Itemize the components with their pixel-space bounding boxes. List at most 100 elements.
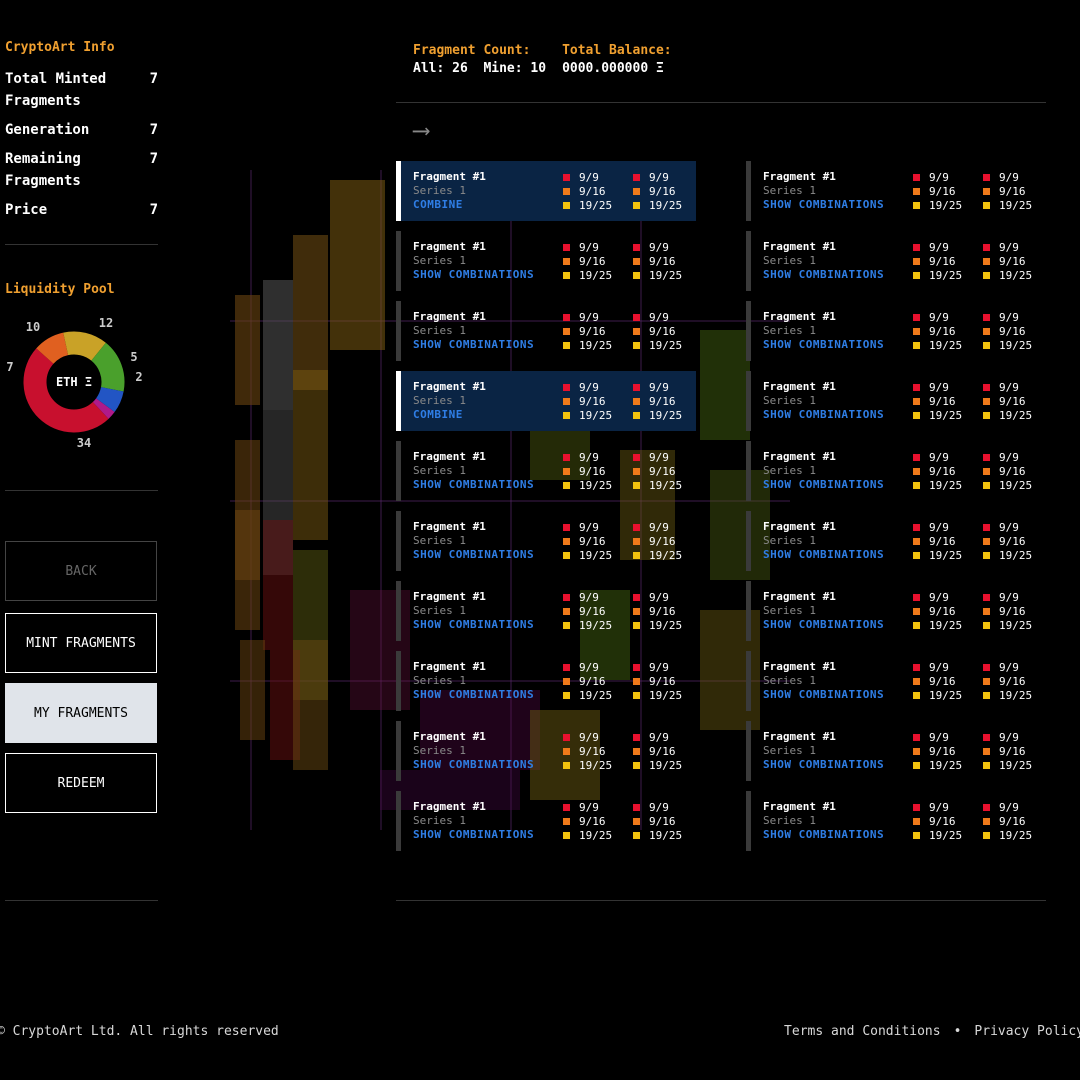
show-combinations-link[interactable]: SHOW COMBINATIONS xyxy=(413,268,535,281)
fragment-card[interactable]: Fragment #1 Series 1 SHOW COMBINATIONS 9/9 9… xyxy=(746,721,1046,781)
fragment-card[interactable]: Fragment #1 Series 1 COMBINE 9/9 9/16 19/25 9/… xyxy=(396,161,696,221)
fragment-card[interactable]: Fragment #1 Series 1 SHOW COMBINATIONS 9/9 9… xyxy=(746,581,1046,641)
pool-title: Liquidity Pool xyxy=(5,282,115,297)
orange-square-icon xyxy=(563,397,570,405)
show-combinations-link[interactable]: SHOW COMBINATIONS xyxy=(763,478,885,491)
fragment-name: Fragment #1 xyxy=(413,450,486,463)
info-list: Total Minted Fragments 7 Generation 7 Re… xyxy=(5,68,158,221)
fragment-card[interactable]: Fragment #1 Series 1 SHOW COMBINATIONS 9/9 9… xyxy=(396,791,696,851)
combine-button[interactable]: COMBINE xyxy=(413,198,463,211)
red-square-icon xyxy=(633,383,640,391)
privacy-link[interactable]: Privacy Policy xyxy=(974,1024,1080,1039)
arrow-right-icon[interactable]: ⟶ xyxy=(414,116,429,144)
yellow-square-icon xyxy=(983,761,990,769)
stat-value: 19/25 xyxy=(999,338,1033,352)
stat-item: 9/9 xyxy=(913,450,962,464)
yellow-square-icon xyxy=(913,411,920,419)
fragment-card[interactable]: Fragment #1 Series 1 COMBINE 9/9 9/16 19/25 9/… xyxy=(396,371,696,431)
fragment-card[interactable]: Fragment #1 Series 1 SHOW COMBINATIONS 9/9 9… xyxy=(396,301,696,361)
stat-value: 9/16 xyxy=(929,464,956,478)
show-combinations-link[interactable]: SHOW COMBINATIONS xyxy=(763,618,885,631)
stat-item: 9/9 xyxy=(983,240,1032,254)
red-square-icon xyxy=(563,663,570,671)
mint-fragments-button[interactable]: MINT FRAGMENTS xyxy=(5,613,157,673)
my-fragments-button[interactable]: MY FRAGMENTS xyxy=(5,683,157,743)
red-square-icon xyxy=(913,663,920,671)
stat-column: 9/9 9/16 19/25 xyxy=(563,730,612,772)
show-combinations-link[interactable]: SHOW COMBINATIONS xyxy=(763,828,885,841)
stat-item: 9/16 xyxy=(913,324,962,338)
fragment-series: Series 1 xyxy=(413,184,466,197)
show-combinations-link[interactable]: SHOW COMBINATIONS xyxy=(413,548,535,561)
show-combinations-link[interactable]: SHOW COMBINATIONS xyxy=(413,688,535,701)
show-combinations-link[interactable]: SHOW COMBINATIONS xyxy=(763,408,885,421)
orange-square-icon xyxy=(983,537,990,545)
yellow-square-icon xyxy=(983,481,990,489)
stat-value: 19/25 xyxy=(929,548,963,562)
fragment-series: Series 1 xyxy=(413,604,466,617)
yellow-square-icon xyxy=(633,691,640,699)
stat-item: 9/16 xyxy=(983,814,1032,828)
show-combinations-link[interactable]: SHOW COMBINATIONS xyxy=(763,688,885,701)
fragment-card[interactable]: Fragment #1 Series 1 SHOW COMBINATIONS 9/9 9… xyxy=(746,791,1046,851)
red-square-icon xyxy=(563,523,570,531)
stat-item: 19/25 xyxy=(633,758,682,772)
back-button[interactable]: BACK xyxy=(5,541,157,601)
fragment-card[interactable]: Fragment #1 Series 1 SHOW COMBINATIONS 9/9 9… xyxy=(746,511,1046,571)
fragment-card[interactable]: Fragment #1 Series 1 SHOW COMBINATIONS 9/9 9… xyxy=(746,441,1046,501)
stat-column: 9/9 9/16 19/25 xyxy=(983,170,1032,212)
fragment-card[interactable]: Fragment #1 Series 1 SHOW COMBINATIONS 9/9 9… xyxy=(396,231,696,291)
yellow-square-icon xyxy=(633,411,640,419)
pool-label: 34 xyxy=(77,436,91,450)
orange-square-icon xyxy=(563,537,570,545)
show-combinations-link[interactable]: SHOW COMBINATIONS xyxy=(413,478,535,491)
show-combinations-link[interactable]: SHOW COMBINATIONS xyxy=(763,198,885,211)
fragment-name: Fragment #1 xyxy=(413,380,486,393)
show-combinations-link[interactable]: SHOW COMBINATIONS xyxy=(763,338,885,351)
red-square-icon xyxy=(563,453,570,461)
stat-value: 9/16 xyxy=(579,254,606,268)
stat-value: 9/9 xyxy=(999,240,1019,254)
red-square-icon xyxy=(913,593,920,601)
stat-column: 9/9 9/16 19/25 xyxy=(563,380,612,422)
stat-column: 9/9 9/16 19/25 xyxy=(633,730,682,772)
fragment-card[interactable]: Fragment #1 Series 1 SHOW COMBINATIONS 9/9 9… xyxy=(746,371,1046,431)
fragment-card[interactable]: Fragment #1 Series 1 SHOW COMBINATIONS 9/9 9… xyxy=(396,651,696,711)
fragment-card[interactable]: Fragment #1 Series 1 SHOW COMBINATIONS 9/9 9… xyxy=(396,721,696,781)
fragment-card[interactable]: Fragment #1 Series 1 SHOW COMBINATIONS 9/9 9… xyxy=(746,651,1046,711)
stat-item: 19/25 xyxy=(563,548,612,562)
stat-value: 9/9 xyxy=(929,310,949,324)
fragment-card[interactable]: Fragment #1 Series 1 SHOW COMBINATIONS 9/9 9… xyxy=(396,441,696,501)
stat-column: 9/9 9/16 19/25 xyxy=(983,380,1032,422)
stat-item: 9/9 xyxy=(633,310,682,324)
fragment-name: Fragment #1 xyxy=(763,590,836,603)
show-combinations-link[interactable]: SHOW COMBINATIONS xyxy=(413,618,535,631)
show-combinations-link[interactable]: SHOW COMBINATIONS xyxy=(763,548,885,561)
stat-column: 9/9 9/16 19/25 xyxy=(563,450,612,492)
stat-value: 9/16 xyxy=(999,464,1026,478)
stat-item: 9/9 xyxy=(913,730,962,744)
show-combinations-link[interactable]: SHOW COMBINATIONS xyxy=(413,758,535,771)
fragment-card[interactable]: Fragment #1 Series 1 SHOW COMBINATIONS 9/9 9… xyxy=(746,301,1046,361)
show-combinations-link[interactable]: SHOW COMBINATIONS xyxy=(413,828,535,841)
stat-value: 19/25 xyxy=(579,478,613,492)
yellow-square-icon xyxy=(913,691,920,699)
show-combinations-link[interactable]: SHOW COMBINATIONS xyxy=(413,338,535,351)
fragment-name: Fragment #1 xyxy=(763,520,836,533)
fragment-card[interactable]: Fragment #1 Series 1 SHOW COMBINATIONS 9/9 9… xyxy=(396,511,696,571)
info-label: Generation xyxy=(5,122,90,138)
stat-value: 19/25 xyxy=(649,478,683,492)
stat-item: 9/16 xyxy=(983,604,1032,618)
combine-button[interactable]: COMBINE xyxy=(413,408,463,421)
red-square-icon xyxy=(913,313,920,321)
stat-value: 9/9 xyxy=(999,310,1019,324)
show-combinations-link[interactable]: SHOW COMBINATIONS xyxy=(763,758,885,771)
fragment-card[interactable]: Fragment #1 Series 1 SHOW COMBINATIONS 9/9 9… xyxy=(396,581,696,641)
stat-item: 9/16 xyxy=(633,814,682,828)
stat-value: 9/9 xyxy=(929,170,949,184)
show-combinations-link[interactable]: SHOW COMBINATIONS xyxy=(763,268,885,281)
terms-link[interactable]: Terms and Conditions xyxy=(784,1024,941,1039)
redeem-button[interactable]: REDEEM xyxy=(5,753,157,813)
fragment-card[interactable]: Fragment #1 Series 1 SHOW COMBINATIONS 9/9 9… xyxy=(746,161,1046,221)
fragment-card[interactable]: Fragment #1 Series 1 SHOW COMBINATIONS 9/9 9… xyxy=(746,231,1046,291)
